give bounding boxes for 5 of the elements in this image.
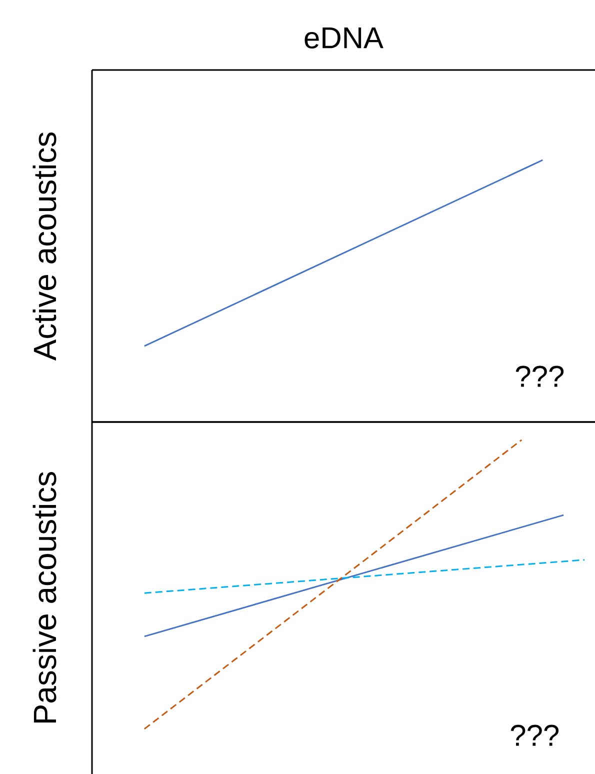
y-axis-title: Active acoustics [32,132,56,361]
chart-title: eDNA [304,28,384,48]
annotation: ??? [516,366,564,387]
annotation: ??? [510,724,559,746]
y-axis-title: Passive acoustics [32,472,56,723]
